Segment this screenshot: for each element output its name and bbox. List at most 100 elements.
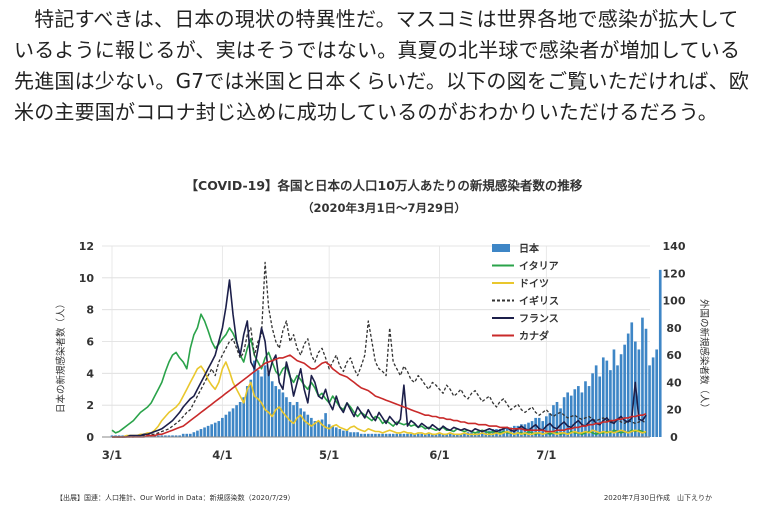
legend-label: カナダ [519, 330, 549, 343]
bar-japan [623, 344, 626, 437]
bar-japan [342, 430, 345, 437]
bar-japan [263, 365, 267, 437]
bar-japan [591, 373, 594, 437]
bar-japan [306, 414, 310, 437]
y-tick-left: 8 [86, 304, 94, 317]
bar-japan [555, 401, 559, 437]
series-lines [111, 261, 647, 438]
bar-japan [292, 405, 295, 437]
article-paragraph: 特記すべきは、日本の現状の特異性だ。マスコミは世界各地で感染が拡大しているように… [14, 7, 750, 124]
japan-bars [110, 269, 662, 437]
y-axis-right-label: 外国の新規感染者数（人） [698, 299, 710, 413]
y-tick-right: 140 [663, 240, 686, 253]
credit-note: 2020年7月30日作成 山下えりか [604, 493, 712, 502]
y-tick-right: 100 [663, 295, 686, 308]
bar-japan [641, 317, 644, 437]
bar-japan [577, 386, 580, 437]
y-tick-left: 12 [79, 240, 94, 253]
bar-japan [185, 433, 189, 437]
bar-japan [178, 435, 181, 437]
x-tick-label: 6/1 [429, 448, 449, 462]
bar-japan [530, 421, 534, 437]
y-tick-right: 120 [663, 267, 686, 280]
bar-japan [609, 370, 612, 437]
bar-japan [338, 429, 342, 437]
bar-japan [480, 430, 484, 437]
bar-japan [274, 386, 278, 437]
bar-japan [334, 427, 338, 437]
line-イタリア [111, 313, 647, 436]
covid-chart: 【COVID-19】各国と日本の人口10万人あたりの新規感染者数の推移 （202… [55, 178, 712, 502]
legend-label: イギリス [519, 295, 559, 308]
bar-japan [206, 425, 210, 437]
bar-japan [534, 417, 537, 437]
bar-japan [455, 433, 459, 437]
bar-japan [520, 424, 523, 437]
bar-japan [228, 411, 231, 437]
bar-japan [313, 421, 317, 437]
bar-japan [584, 381, 587, 437]
legend-label: ドイツ [519, 278, 549, 290]
bar-japan [573, 389, 577, 437]
bar-japan [213, 422, 217, 437]
bar-japan [427, 433, 431, 437]
bar-japan [171, 435, 174, 437]
bar-japan [399, 433, 402, 437]
bar-japan [463, 433, 466, 437]
bar-japan [167, 435, 171, 437]
legend-label: イタリア [519, 261, 559, 273]
bar-japan [658, 269, 662, 437]
bar-japan [391, 433, 395, 437]
bar-japan [587, 386, 591, 437]
bar-japan [648, 365, 651, 437]
bar-japan [616, 365, 619, 437]
x-tick-label: 3/1 [102, 448, 122, 462]
bar-japan [630, 322, 634, 437]
bar-japan [224, 414, 228, 437]
bar-japan [174, 435, 178, 437]
bar-japan [388, 433, 392, 437]
bar-japan [548, 413, 552, 437]
line-カナダ [112, 354, 647, 438]
bar-japan [637, 349, 641, 437]
y-tick-right: 60 [666, 349, 682, 362]
bar-japan [381, 433, 384, 437]
bar-japan [231, 408, 235, 437]
y-tick-left: 6 [86, 336, 94, 349]
bar-japan [601, 357, 605, 437]
bar-japan [438, 433, 441, 437]
y-tick-left: 10 [79, 272, 95, 285]
bar-japan [310, 417, 313, 437]
bar-japan [299, 408, 303, 437]
y-tick-right: 40 [666, 376, 682, 389]
bar-japan [164, 435, 167, 437]
x-tick-label: 7/1 [536, 448, 556, 462]
bar-japan [445, 433, 448, 437]
bar-japan [242, 397, 246, 437]
bar-japan [402, 433, 406, 437]
y-tick-right: 80 [666, 322, 682, 335]
bar-japan [431, 433, 434, 437]
bar-japan [448, 433, 452, 437]
line-ドイツ [112, 361, 647, 438]
bar-japan [459, 433, 463, 437]
bar-japan [626, 333, 630, 437]
legend-label: 日本 [519, 242, 540, 255]
bar-japan [359, 433, 363, 437]
bar-japan [256, 370, 260, 437]
bar-japan [406, 433, 409, 437]
bar-japan [598, 376, 602, 437]
bar-japan [416, 433, 420, 437]
bar-japan [552, 405, 555, 437]
bar-japan [221, 417, 224, 437]
y-tick-left: 0 [86, 431, 94, 444]
bar-japan [199, 429, 203, 437]
bar-japan [196, 430, 199, 437]
bar-japan [395, 433, 399, 437]
bar-japan [352, 432, 356, 437]
line-イギリス [112, 261, 647, 438]
bar-japan [160, 435, 164, 437]
x-tick-label: 5/1 [319, 448, 339, 462]
